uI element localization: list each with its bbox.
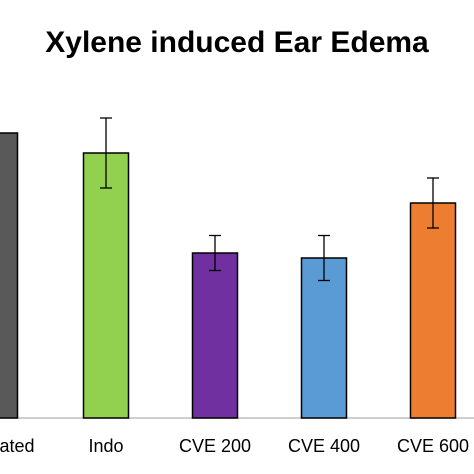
x-tick-label: CVE 200 (179, 436, 251, 456)
bar-cve-400 (300, 257, 348, 419)
x-tick-label: CVE 400 (288, 436, 360, 456)
error-bar-indo (100, 117, 112, 189)
x-tick-label: CVE 600 (397, 436, 469, 456)
bar-untreated (0, 132, 19, 419)
error-bar-cve-400 (318, 234, 330, 282)
bar-indo (82, 152, 130, 419)
x-tick-label: Indo (88, 436, 123, 456)
x-tick-label: Untreated (0, 436, 35, 456)
chart-title: Xylene induced Ear Edema (45, 26, 429, 59)
bar-cve-600 (409, 202, 457, 419)
bar-cve-200 (191, 252, 239, 419)
error-bar-cve-600 (427, 177, 439, 229)
error-bar-cve-200 (209, 234, 221, 272)
